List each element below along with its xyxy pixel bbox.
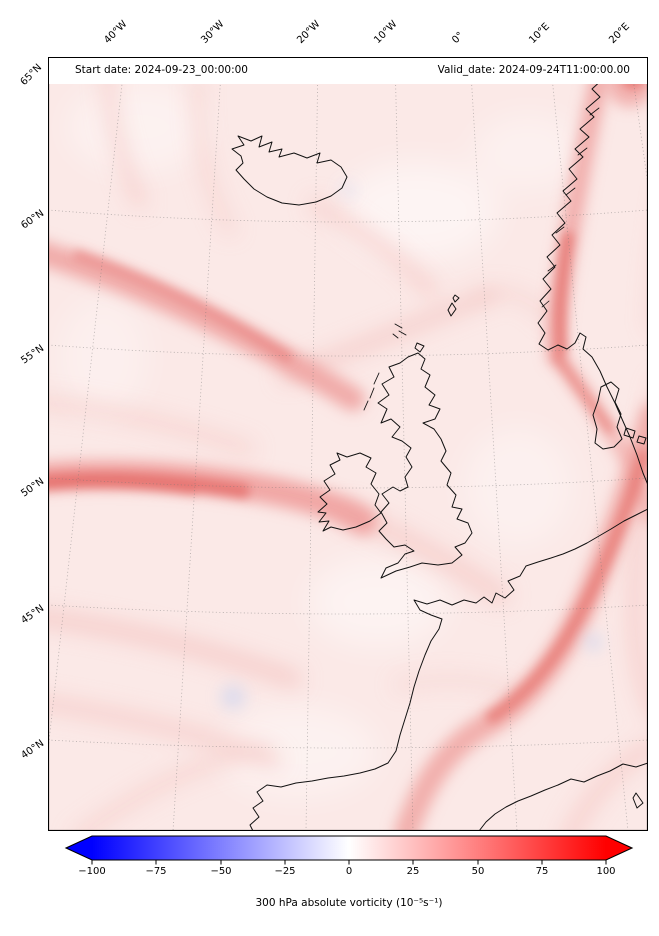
islands-orkney — [414, 342, 425, 353]
colorbar-tick-label: −50 — [210, 866, 232, 877]
colorbar-tick-label: −25 — [274, 866, 296, 877]
island-corsica — [632, 792, 644, 809]
vorticity-negative-patches — [220, 182, 603, 710]
danish-islands — [623, 427, 647, 445]
colorbar-tick-label: −75 — [145, 866, 167, 877]
colorbar-axis-label: 300 hPa absolute vorticity (10⁻⁵s⁻¹) — [255, 897, 443, 909]
title-bar: Start date: 2024-09-23_00:00:00 Valid_da… — [49, 58, 647, 84]
coast-ireland — [317, 452, 382, 532]
colorbar — [64, 835, 634, 865]
colorbar-tick-label: 25 — [406, 866, 420, 877]
map-panel: Start date: 2024-09-23_00:00:00 Valid_da… — [48, 57, 648, 831]
colorbar-right-arrow — [606, 836, 632, 860]
coast-mediterranean — [478, 762, 648, 831]
coast-great-britain — [377, 352, 473, 579]
coast-norway-sweden — [537, 57, 648, 486]
colorbar-ticks — [91, 860, 607, 865]
colorbar-bar — [92, 836, 606, 860]
fjord-marks — [541, 107, 600, 308]
vorticity-light-patches — [58, 82, 583, 797]
coast-denmark — [592, 381, 623, 450]
colorbar-tick-label: 0 — [345, 866, 353, 877]
valid-date-label: Valid_date: 2024-09-24T11:00:00.00 — [437, 64, 630, 76]
islands-shetland — [447, 294, 460, 317]
vorticity-strong-streaks — [48, 231, 648, 723]
coast-iceland — [231, 135, 348, 206]
coastlines — [231, 57, 648, 831]
colorbar-left-arrow — [66, 836, 92, 860]
colorbar-tick-label: 100 — [596, 866, 616, 877]
map-frame — [48, 57, 648, 831]
colorbar-tick-labels: −100 −75 −50 −25 0 25 50 75 100 — [0, 866, 659, 880]
coast-continent — [249, 508, 648, 831]
start-date-label: Start date: 2024-09-23_00:00:00 — [75, 64, 248, 76]
map-canvas — [48, 57, 648, 831]
colorbar-tick-label: 50 — [471, 866, 485, 877]
colorbar-tick-label: −100 — [78, 866, 106, 877]
islands-faroe — [392, 323, 407, 339]
islands-hebrides — [363, 372, 380, 411]
colorbar-tick-label: 75 — [535, 866, 549, 877]
